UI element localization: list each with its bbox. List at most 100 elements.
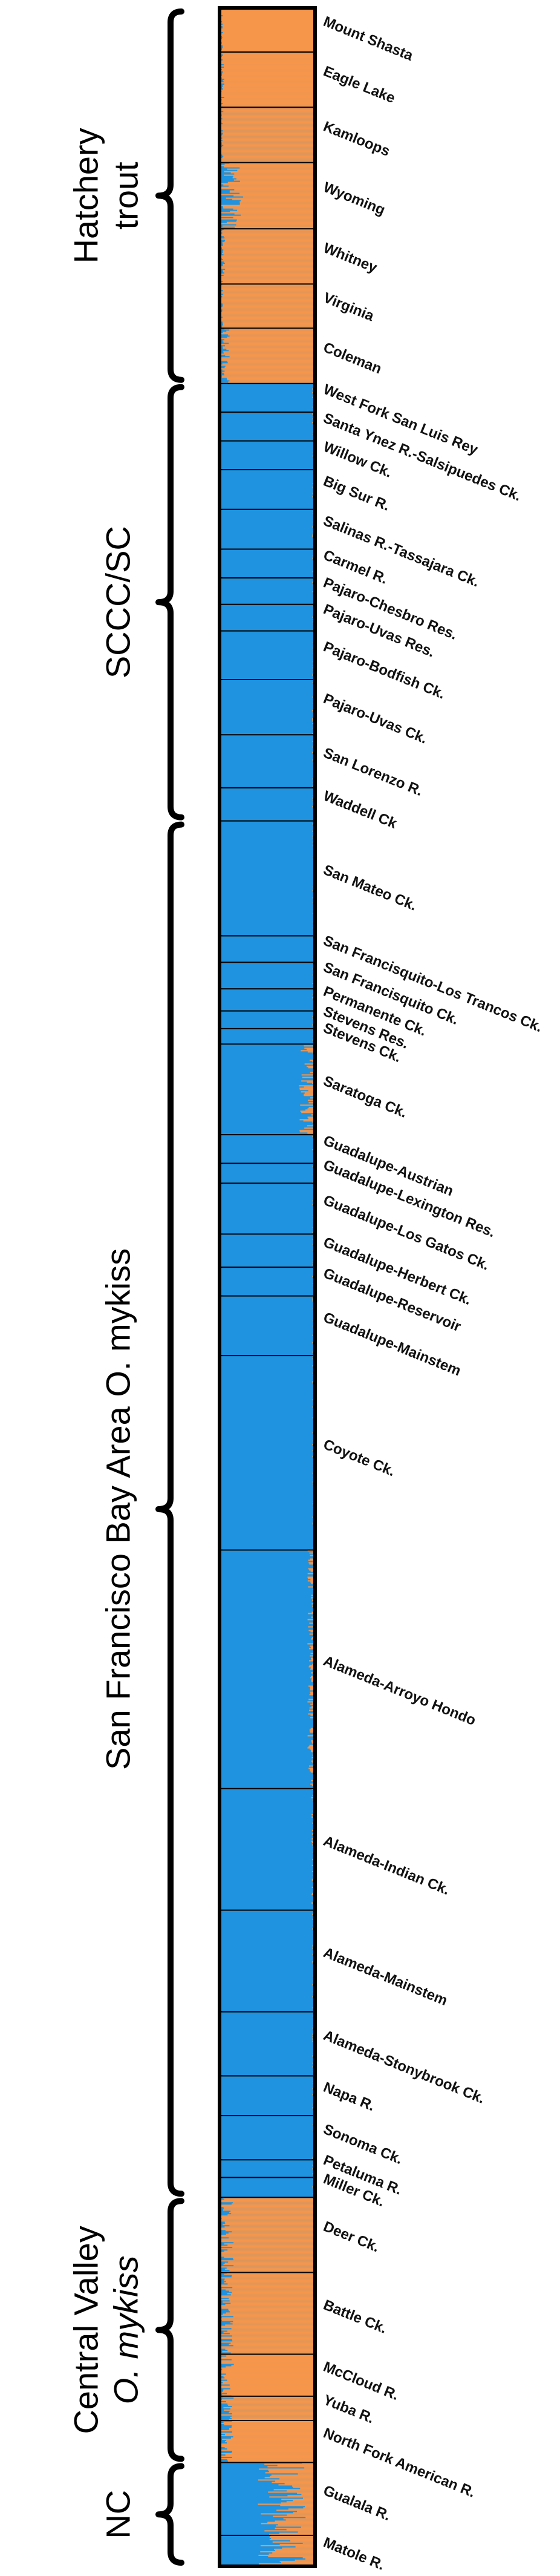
cluster2-segment	[225, 2434, 315, 2436]
cluster2-segment	[280, 2505, 315, 2506]
cluster2-segment	[221, 33, 315, 34]
cluster2-segment	[223, 123, 315, 125]
cluster2-segment	[220, 58, 315, 60]
cluster2-segment	[229, 190, 315, 192]
cluster2-segment	[223, 2407, 315, 2408]
cluster2-segment	[267, 2466, 315, 2468]
cluster1-segment	[220, 787, 315, 821]
cluster2-segment	[227, 2448, 315, 2450]
cluster2-segment	[220, 313, 315, 315]
cluster2-segment	[223, 259, 315, 261]
cluster2-segment	[220, 153, 315, 155]
cluster2-segment	[220, 34, 315, 36]
cluster2-segment	[269, 2553, 315, 2555]
cluster2-segment	[220, 93, 315, 95]
cluster2-segment	[226, 2267, 315, 2269]
cluster2-segment	[220, 2227, 315, 2229]
cluster2-segment	[221, 247, 315, 249]
cluster2-segment	[220, 16, 315, 18]
cluster2-segment	[311, 1582, 315, 1584]
cluster2-segment	[221, 104, 315, 106]
cluster2-segment	[232, 198, 315, 200]
cluster2-segment	[223, 64, 315, 66]
population-block	[220, 577, 315, 605]
cluster2-segment	[221, 2398, 315, 2400]
cluster2-segment	[311, 1740, 315, 1742]
cluster1-segment	[220, 679, 315, 735]
cluster2-segment	[220, 297, 315, 299]
cluster2-segment	[224, 2263, 315, 2264]
cluster2-segment	[299, 1131, 315, 1133]
cluster2-segment	[227, 334, 315, 336]
cluster2-segment	[220, 2299, 315, 2301]
cluster2-segment	[233, 2242, 315, 2244]
cluster2-segment	[221, 2372, 315, 2374]
cluster2-segment	[307, 1132, 315, 1134]
cluster2-segment	[220, 53, 315, 55]
cluster2-segment	[296, 2511, 315, 2512]
group-brace	[155, 8, 184, 383]
population-label: Matole R.	[321, 2534, 387, 2574]
cluster1-segment	[220, 577, 315, 605]
cluster2-segment	[220, 165, 315, 166]
cluster2-segment	[223, 47, 315, 48]
cluster2-segment	[224, 97, 315, 99]
cluster2-segment	[222, 140, 315, 142]
cluster2-segment	[226, 378, 315, 379]
cluster2-segment	[307, 1081, 315, 1083]
cluster2-segment	[227, 361, 315, 362]
population-block	[220, 2354, 315, 2396]
cluster2-segment	[220, 2450, 315, 2451]
cluster2-segment	[224, 2226, 315, 2228]
cluster2-segment	[308, 1626, 315, 1628]
cluster2-segment	[281, 2499, 315, 2500]
cluster2-segment	[269, 2538, 315, 2540]
cluster2-segment	[220, 2383, 315, 2385]
cluster2-segment	[229, 2225, 315, 2227]
cluster2-segment	[222, 248, 315, 250]
cluster2-segment	[220, 333, 315, 335]
cluster2-segment	[307, 1735, 315, 1737]
cluster2-segment	[224, 2377, 315, 2379]
cluster2-segment	[220, 139, 315, 140]
cluster1-segment	[220, 1183, 315, 1234]
cluster2-segment	[228, 381, 315, 383]
cluster2-segment	[222, 74, 315, 76]
cluster2-segment	[239, 180, 315, 182]
cluster2-segment	[223, 2209, 315, 2211]
cluster2-segment	[258, 2554, 315, 2556]
population-block	[220, 936, 315, 963]
cluster2-segment	[309, 1730, 315, 1732]
cluster2-segment	[220, 2433, 315, 2434]
cluster2-segment	[308, 1107, 315, 1109]
cluster2-segment	[220, 2253, 315, 2255]
cluster2-segment	[220, 2284, 315, 2286]
cluster2-segment	[310, 1783, 315, 1785]
cluster2-segment	[220, 2215, 315, 2217]
cluster2-segment	[220, 2443, 315, 2445]
cluster2-segment	[223, 88, 315, 90]
cluster2-segment	[229, 2237, 315, 2239]
cluster2-segment	[309, 1060, 315, 1061]
cluster2-segment	[221, 205, 315, 206]
cluster2-segment	[220, 2238, 315, 2240]
cluster2-segment	[222, 134, 315, 136]
population-block	[220, 1788, 315, 1910]
cluster2-segment	[224, 2221, 315, 2223]
cluster2-segment	[308, 1613, 315, 1614]
cluster2-segment	[232, 2457, 315, 2459]
cluster2-segment	[227, 379, 315, 381]
cluster2-segment	[269, 2536, 315, 2538]
cluster2-segment	[310, 1558, 315, 1560]
cluster2-segment	[236, 178, 315, 180]
cluster2-segment	[226, 2312, 315, 2314]
cluster2-segment	[220, 2399, 315, 2401]
group-label-line2: trout	[107, 162, 145, 229]
cluster2-segment	[309, 1633, 315, 1635]
cluster2-segment	[223, 352, 315, 354]
cluster2-segment	[223, 32, 315, 33]
cluster1-segment	[220, 1044, 315, 1135]
cluster2-segment	[309, 1569, 315, 1571]
cluster2-segment	[310, 1691, 315, 1693]
cluster2-segment	[227, 182, 315, 183]
